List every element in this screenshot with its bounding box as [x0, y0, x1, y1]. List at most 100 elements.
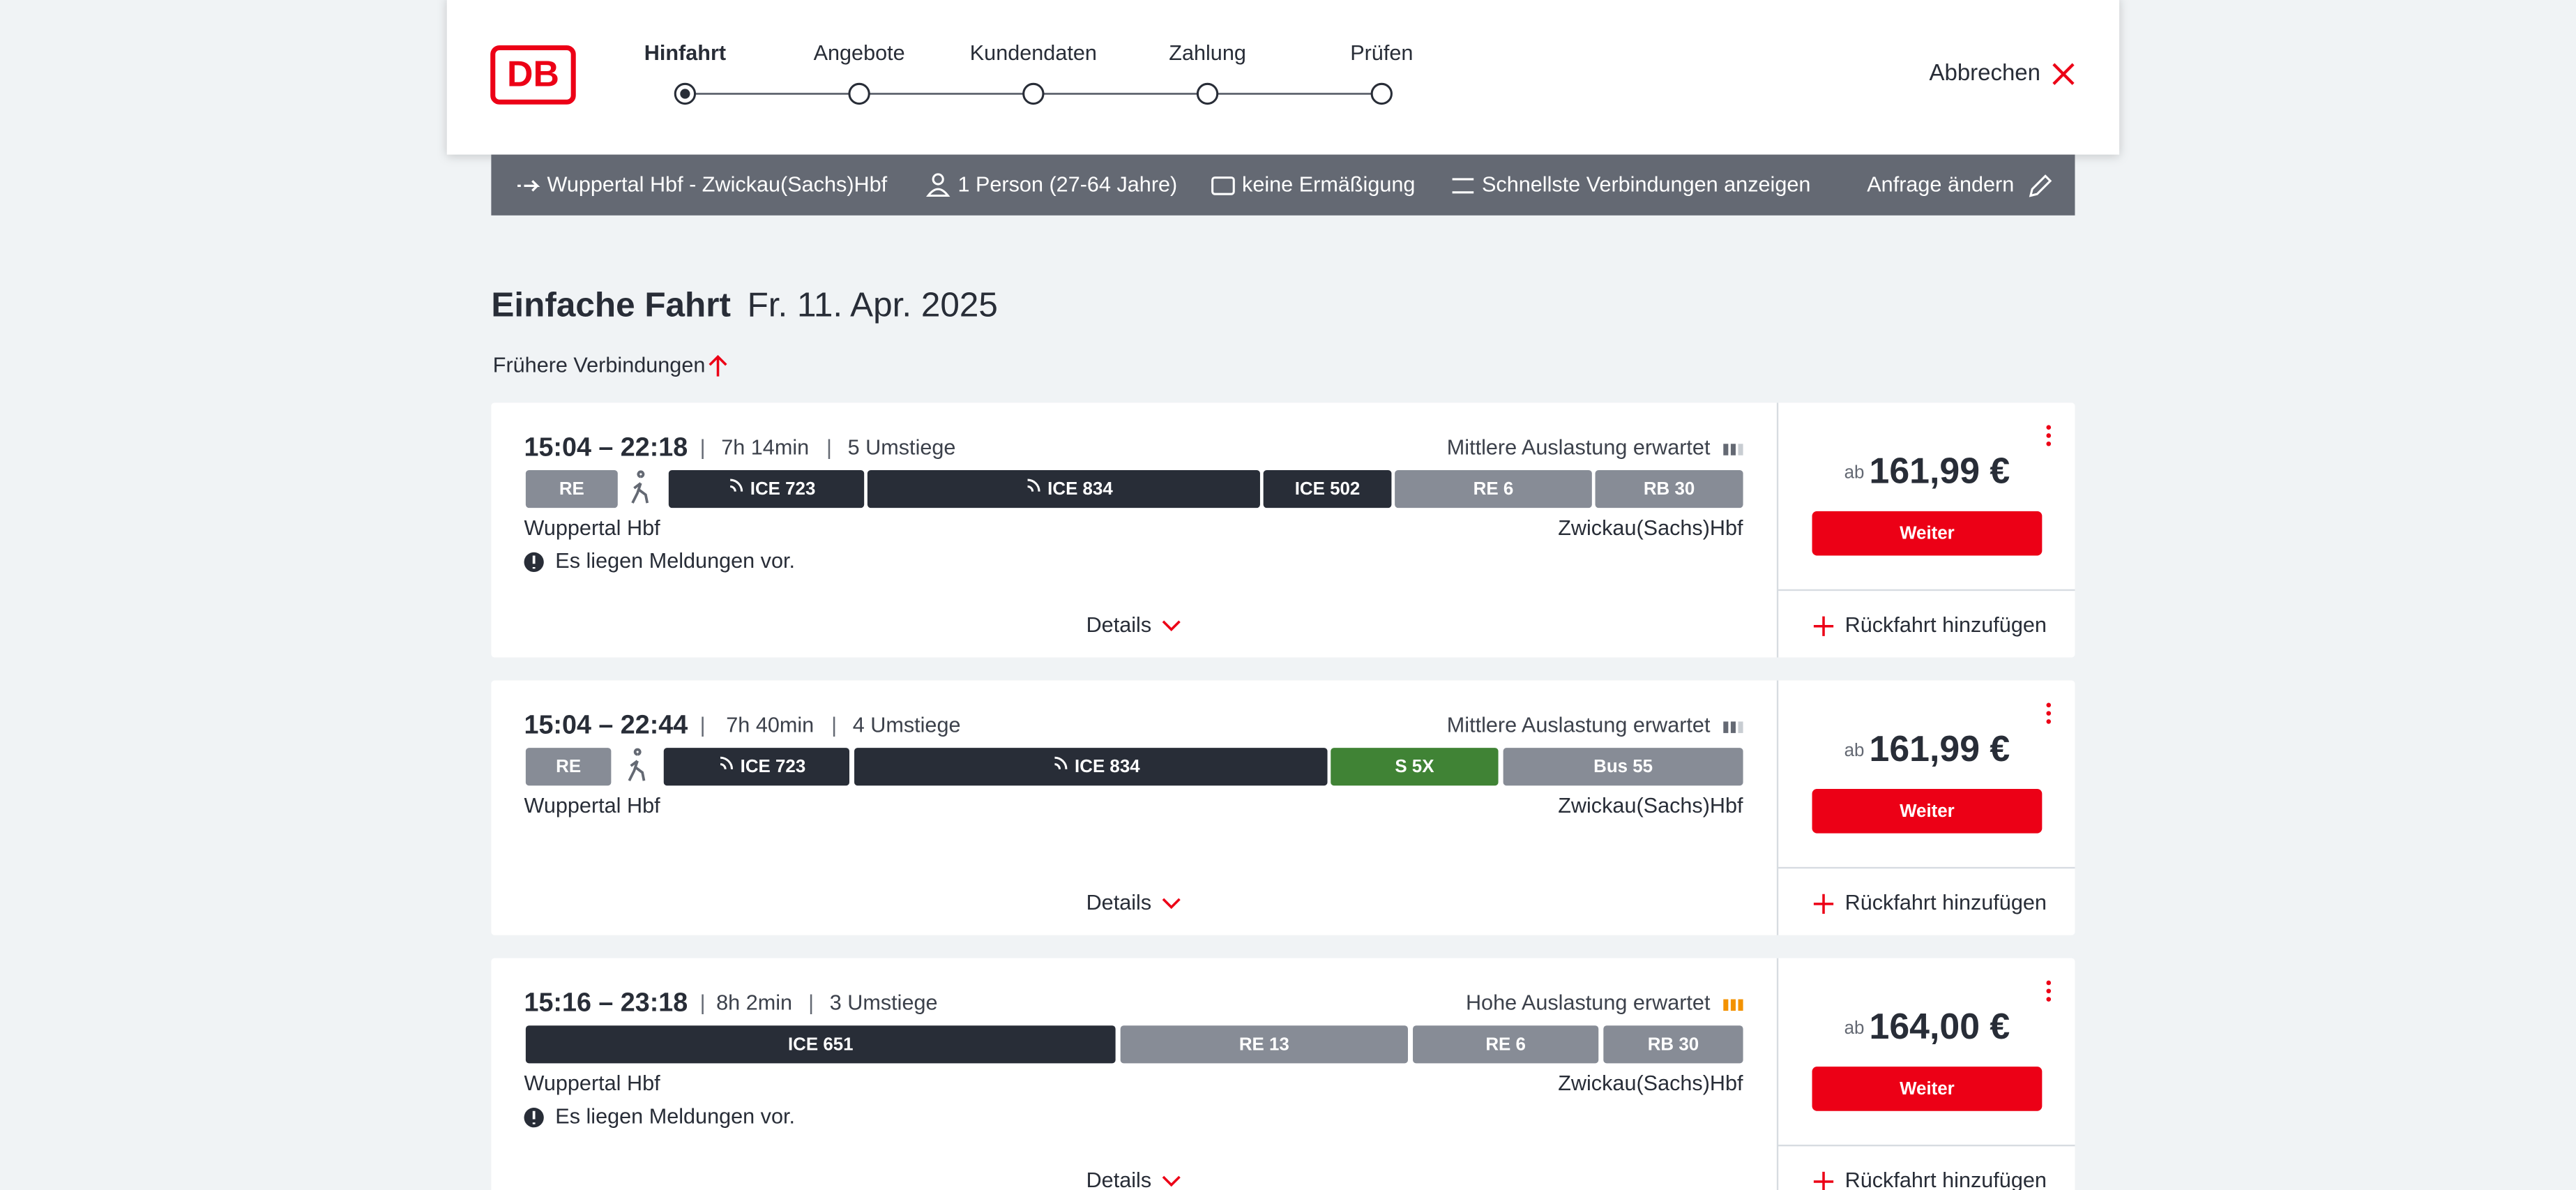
- menu-dot[interactable]: [2046, 433, 2052, 438]
- segment-label[interactable]: RE 13: [1239, 1034, 1289, 1054]
- origin: Wuppertal Hbf: [524, 1071, 661, 1095]
- route-icon: [517, 180, 540, 192]
- segment-label[interactable]: ICE 723: [750, 479, 816, 499]
- origin: Wuppertal Hbf: [524, 516, 661, 540]
- price-amount: 161,99 €: [1870, 728, 2010, 768]
- times: 15:04 – 22:18: [524, 432, 688, 461]
- walk-icon: [631, 470, 649, 504]
- segment[interactable]: [1603, 1025, 1743, 1064]
- segment-label[interactable]: ICE 834: [1047, 479, 1113, 499]
- segment[interactable]: [867, 469, 1260, 509]
- edit-request[interactable]: Anfrage ändern: [1867, 172, 2014, 196]
- return-link[interactable]: Rückfahrt hinzufügen: [1845, 891, 2047, 914]
- segment-label[interactable]: ICE 723: [741, 757, 806, 776]
- cancel-link[interactable]: Abbrechen: [1930, 59, 2040, 85]
- heading-title: Einfache Fahrt: [491, 286, 731, 324]
- return-link[interactable]: Rückfahrt hinzufügen: [1845, 613, 2047, 637]
- details-icon[interactable]: [1162, 898, 1181, 910]
- segment-icon: [1027, 479, 1040, 492]
- step-circle: [1022, 82, 1045, 105]
- segment[interactable]: [525, 748, 612, 786]
- logo[interactable]: DB: [507, 53, 559, 93]
- card: [491, 402, 2075, 658]
- connection-card: 15:04 – 22:18 | 7h 14min | 5 Umstiege Mittler…: [491, 402, 2075, 658]
- menu-dot[interactable]: [2046, 425, 2052, 430]
- segment[interactable]: [1503, 748, 1743, 786]
- details-link[interactable]: Details: [1086, 891, 1152, 914]
- earlier-link[interactable]: Frühere Verbindungen: [493, 354, 706, 377]
- option[interactable]: Schnellste Verbindungen anzeigen: [1482, 172, 1810, 196]
- price-prefix: ab: [1844, 463, 1865, 483]
- heading: Einfache Fahrt Fr. 11. Apr. 2025: [491, 286, 998, 324]
- return-icon[interactable]: [1813, 1171, 1834, 1190]
- menu-dot[interactable]: [2046, 988, 2052, 994]
- separator: |: [826, 435, 832, 459]
- return-icon[interactable]: [1813, 894, 1834, 914]
- details-icon[interactable]: [1162, 620, 1181, 631]
- menu-dot[interactable]: [2046, 980, 2052, 986]
- occupancy-icon: [1730, 999, 1736, 1011]
- menu-dot[interactable]: [2046, 997, 2052, 1002]
- details-icon[interactable]: [1162, 1175, 1181, 1187]
- transfers: 4 Umstiege: [853, 714, 961, 737]
- segment[interactable]: [1595, 469, 1743, 509]
- price: ab 161,99 €: [1844, 450, 2010, 490]
- continue-button[interactable]: [1812, 788, 2043, 834]
- segment[interactable]: [663, 748, 849, 786]
- occupancy-icon: [1723, 444, 1729, 455]
- destination: Zwickau(Sachs)Hbf: [1558, 1071, 1743, 1095]
- occupancy-icon: [1723, 999, 1729, 1011]
- continue-label[interactable]: Weiter: [1900, 524, 1955, 543]
- segment-label[interactable]: RE: [556, 757, 581, 776]
- details-link[interactable]: Details: [1086, 613, 1152, 637]
- heading-date: Fr. 11. Apr. 2025: [748, 286, 998, 324]
- segment-label[interactable]: S 5X: [1395, 757, 1434, 776]
- edit-icon[interactable]: [2029, 174, 2052, 197]
- segment[interactable]: [1120, 1025, 1408, 1064]
- segment[interactable]: [854, 748, 1328, 786]
- segment-label[interactable]: RE: [559, 479, 584, 499]
- segment[interactable]: [1263, 469, 1392, 509]
- segment[interactable]: [1331, 748, 1499, 786]
- continue-label[interactable]: Weiter: [1900, 1079, 1955, 1099]
- price: ab 164,00 €: [1844, 1006, 2010, 1046]
- menu-dot[interactable]: [2046, 719, 2052, 724]
- step-label: Hinfahrt: [644, 41, 726, 65]
- details-link[interactable]: Details: [1086, 1168, 1152, 1190]
- passengers: 1 Person (27-64 Jahre): [957, 172, 1177, 196]
- segment[interactable]: [1395, 469, 1592, 509]
- return-icon[interactable]: [1813, 616, 1834, 636]
- segment-label[interactable]: ICE 834: [1075, 757, 1140, 776]
- segment-label[interactable]: ICE 502: [1295, 479, 1361, 499]
- segment-label[interactable]: RB 30: [1644, 479, 1695, 499]
- continue-button[interactable]: [1812, 511, 2043, 556]
- segment[interactable]: [525, 1025, 1116, 1064]
- continue-label[interactable]: Weiter: [1900, 801, 1955, 821]
- earlier-icon[interactable]: [709, 354, 727, 377]
- separator: |: [700, 991, 706, 1015]
- segment[interactable]: [525, 469, 618, 509]
- duration: 7h 40min: [726, 714, 814, 737]
- menu-dot[interactable]: [2046, 711, 2052, 716]
- segment[interactable]: [668, 469, 865, 509]
- segment-label[interactable]: ICE 651: [788, 1034, 854, 1054]
- price-prefix: ab: [1844, 1018, 1865, 1038]
- menu-dot[interactable]: [2046, 702, 2052, 708]
- connection-card: 15:16 – 23:18 | 8h 2min | 3 Umstiege Hohe Aus…: [491, 958, 2075, 1190]
- segment-label[interactable]: RE 6: [1485, 1034, 1526, 1054]
- continue-button[interactable]: [1812, 1067, 2043, 1111]
- segment-label[interactable]: Bus 55: [1593, 757, 1653, 776]
- duration: 7h 14min: [721, 435, 809, 459]
- logo-frame[interactable]: [490, 45, 576, 105]
- return-link[interactable]: Rückfahrt hinzufügen: [1845, 1168, 2047, 1190]
- menu-dot[interactable]: [2046, 441, 2052, 446]
- cancel-icon[interactable]: [2052, 63, 2075, 85]
- walk-icon: [628, 748, 646, 782]
- segment-label[interactable]: RE 6: [1473, 479, 1514, 499]
- segment-label[interactable]: RB 30: [1648, 1034, 1699, 1054]
- destination: Zwickau(Sachs)Hbf: [1558, 516, 1743, 540]
- segment[interactable]: [1413, 1025, 1599, 1064]
- occupancy: Mittlere Auslastung erwartet: [1447, 714, 1711, 737]
